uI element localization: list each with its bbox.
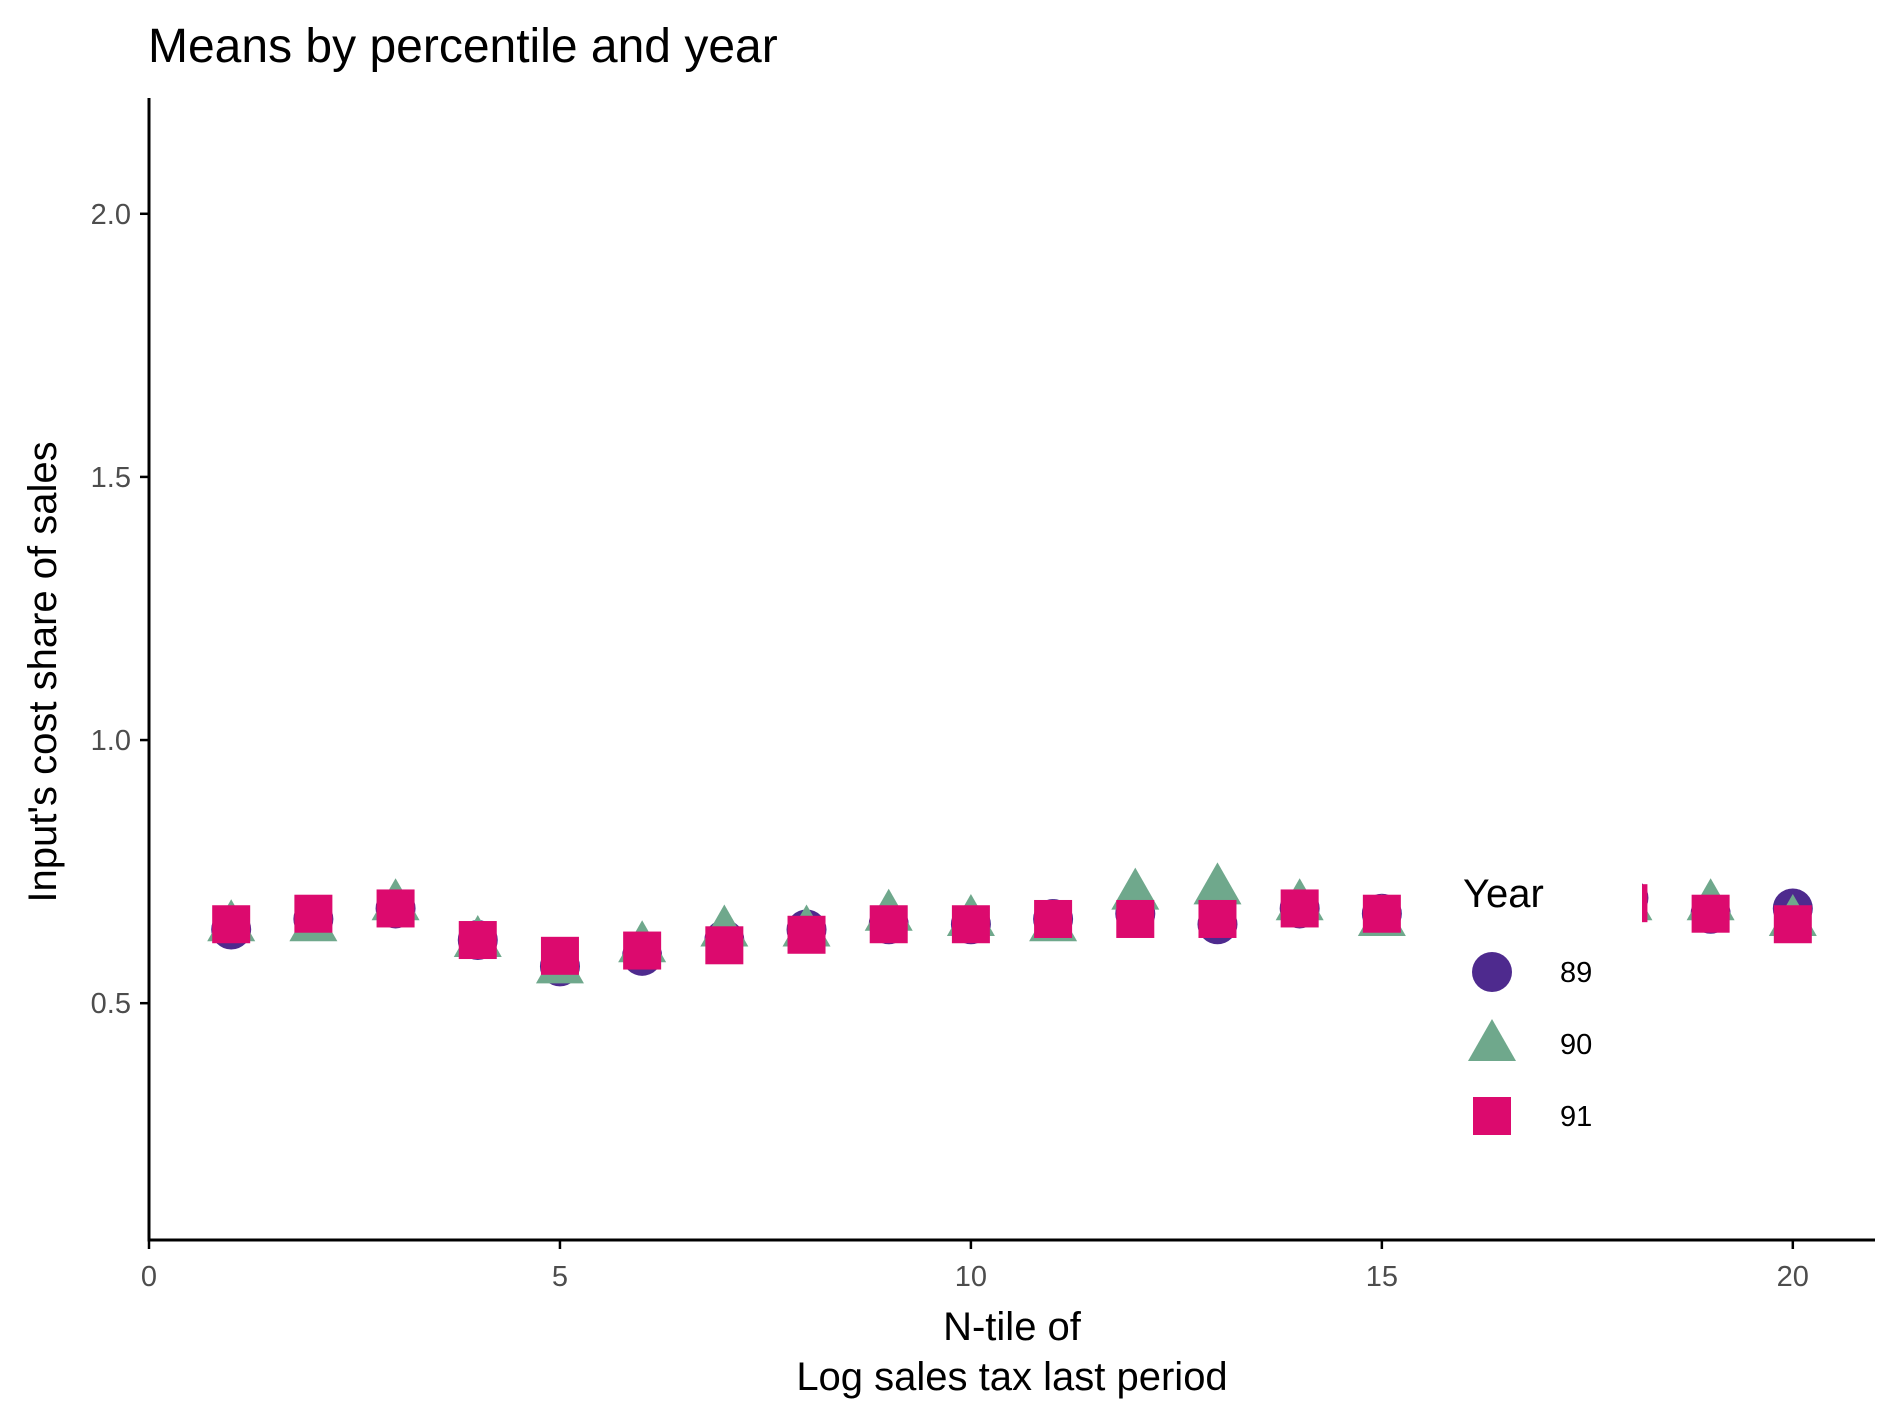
legend-background <box>1432 862 1642 1147</box>
y-tick-label: 1.5 <box>91 462 131 494</box>
x-tick-label: 0 <box>141 1261 157 1293</box>
point-square <box>1198 899 1237 938</box>
point-square <box>458 921 497 960</box>
x-axis-title-line-2: Log sales tax last period <box>796 1355 1227 1399</box>
x-tick-label: 20 <box>1777 1261 1809 1293</box>
point-triangle <box>1111 867 1160 910</box>
x-axis-title-line-1: N-tile of <box>943 1305 1082 1349</box>
x-tick-label: 10 <box>955 1261 987 1293</box>
x-tick-label: 15 <box>1366 1261 1398 1293</box>
y-tick-label: 1.0 <box>91 725 131 757</box>
legend-label: 89 <box>1560 957 1592 989</box>
point-square <box>623 931 662 970</box>
x-tick-label: 5 <box>552 1261 568 1293</box>
legend-items: 89 90 91 <box>1468 952 1592 1135</box>
point-square <box>212 905 251 944</box>
point-square <box>376 889 415 928</box>
point-triangle <box>1193 862 1242 905</box>
point-square <box>1034 899 1073 938</box>
point-square <box>540 936 579 975</box>
y-axis-title: Input's cost share of sales <box>21 441 65 902</box>
point-square <box>869 905 908 944</box>
point-square <box>1691 894 1730 933</box>
y-tick-label: 0.5 <box>91 988 131 1020</box>
point-square <box>705 926 744 965</box>
svg-text:Input's cost share of sales: Input's cost share of sales <box>21 441 65 902</box>
legend-key-triangle <box>1468 1019 1516 1061</box>
point-square <box>294 894 333 933</box>
legend-key-square <box>1473 1097 1511 1135</box>
chart-title: Means by percentile and year <box>148 20 778 73</box>
legend-label: 90 <box>1560 1029 1592 1061</box>
point-square <box>1362 894 1401 933</box>
point-square <box>787 915 826 954</box>
legend-title: Year <box>1463 872 1544 916</box>
legend-label: 91 <box>1560 1101 1592 1133</box>
y-tick-label: 2.0 <box>91 199 131 231</box>
ticks-layer: 0 5 10 15 20 0.5 1.0 1.5 2.0 <box>91 199 1809 1293</box>
legend-key-circle <box>1472 952 1512 992</box>
legend: Year 89 90 91 <box>1432 862 1642 1147</box>
point-square <box>1116 899 1155 938</box>
point-square <box>1773 905 1812 944</box>
point-square <box>1280 889 1319 928</box>
point-square <box>951 905 990 944</box>
